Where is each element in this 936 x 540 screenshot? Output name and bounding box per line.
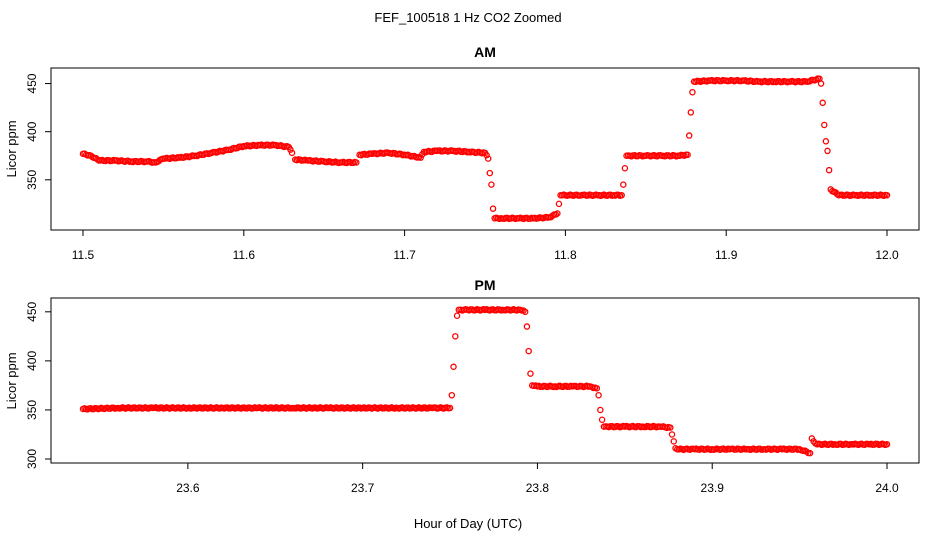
am-data-point — [484, 155, 492, 162]
pm-data-point — [595, 391, 602, 399]
pm-data-point — [453, 312, 461, 319]
am-data-point — [821, 121, 828, 129]
pm-data-point — [593, 385, 601, 392]
am-data-point — [618, 191, 625, 199]
am-data-point — [489, 205, 497, 212]
pm-data-point — [597, 406, 604, 414]
am-panel-title: AM — [474, 44, 496, 60]
pm-y-axis-label: Licor ppm — [4, 352, 19, 409]
pm-y-tick-label: 400 — [25, 351, 39, 371]
am-y-tick-label: 350 — [25, 169, 39, 189]
pm-y-tick-label: 300 — [25, 449, 39, 469]
pm-data-point — [448, 391, 456, 399]
pm-data-points — [79, 306, 891, 457]
pm-data-point — [452, 333, 459, 340]
pm-data-point — [450, 363, 457, 371]
am-data-point — [817, 80, 825, 87]
am-data-point — [822, 138, 830, 145]
pm-panel: PM Licor ppm 23.6 23.7 23.8 23.9 24.0 300 350 4… — [4, 277, 920, 495]
am-data-point — [483, 151, 490, 159]
am-x-tick-label: 11.7 — [393, 248, 416, 262]
pm-data-point — [598, 416, 606, 423]
am-axis-ticks: 11.5 11.6 11.7 11.8 11.9 12.0 350 400 450 — [25, 73, 899, 262]
am-data-point — [486, 169, 494, 177]
pm-data-point — [446, 404, 454, 412]
pm-data-point — [806, 449, 814, 457]
am-plot-frame — [50, 67, 920, 231]
pm-data-point — [523, 323, 531, 330]
am-x-tick-label: 12.0 — [875, 248, 899, 262]
am-data-point — [488, 181, 495, 188]
pm-x-tick-label: 23.9 — [701, 481, 725, 495]
pm-plot-frame — [50, 297, 920, 464]
pm-data-point — [527, 370, 534, 377]
am-data-point — [824, 147, 831, 155]
pm-y-tick-label: 350 — [25, 400, 39, 420]
am-x-tick-label: 11.6 — [233, 248, 256, 262]
am-data-point — [621, 164, 629, 172]
pm-x-tick-label: 24.0 — [875, 481, 899, 495]
pm-data-point — [670, 438, 678, 445]
pm-data-point — [521, 308, 529, 316]
am-data-point — [883, 191, 891, 199]
am-data-point — [288, 149, 296, 157]
pm-y-tick-label: 450 — [25, 301, 39, 321]
am-panel: AM Licor ppm 11.5 11.6 11.7 11.8 11.9 12.0 350… — [4, 44, 920, 262]
am-x-tick-label: 11.5 — [72, 248, 95, 262]
am-data-point — [555, 200, 563, 208]
am-data-point — [554, 210, 561, 217]
am-data-point — [417, 154, 424, 161]
pm-data-point — [525, 347, 532, 355]
am-data-point — [620, 181, 627, 188]
pm-x-tick-label: 23.6 — [176, 481, 200, 495]
x-axis-label: Hour of Day (UTC) — [414, 516, 522, 531]
pm-panel-title: PM — [475, 277, 496, 293]
am-data-point — [353, 159, 360, 166]
pm-axis-ticks: 23.6 23.7 23.8 23.9 24.0 300 350 400 450 — [25, 301, 899, 495]
am-y-tick-label: 400 — [25, 121, 39, 141]
am-x-tick-label: 11.8 — [554, 248, 577, 262]
am-y-axis-label: Licor ppm — [4, 120, 19, 177]
am-data-point — [685, 132, 693, 139]
am-data-point — [287, 146, 294, 153]
pm-data-point — [667, 424, 674, 431]
am-data-point — [819, 99, 826, 107]
pm-data-point — [883, 441, 891, 448]
figure-title: FEF_100518 1 Hz CO2 Zoomed — [374, 10, 561, 25]
am-data-point — [684, 151, 691, 159]
am-data-point — [825, 166, 833, 174]
pm-x-tick-label: 23.8 — [526, 481, 550, 495]
am-x-tick-label: 11.9 — [715, 248, 738, 262]
pm-x-tick-label: 23.7 — [351, 481, 375, 495]
am-data-point — [687, 109, 695, 116]
am-data-point — [689, 88, 696, 96]
pm-data-point — [668, 431, 676, 438]
am-y-tick-label: 450 — [25, 73, 39, 93]
am-data-points — [79, 75, 891, 223]
